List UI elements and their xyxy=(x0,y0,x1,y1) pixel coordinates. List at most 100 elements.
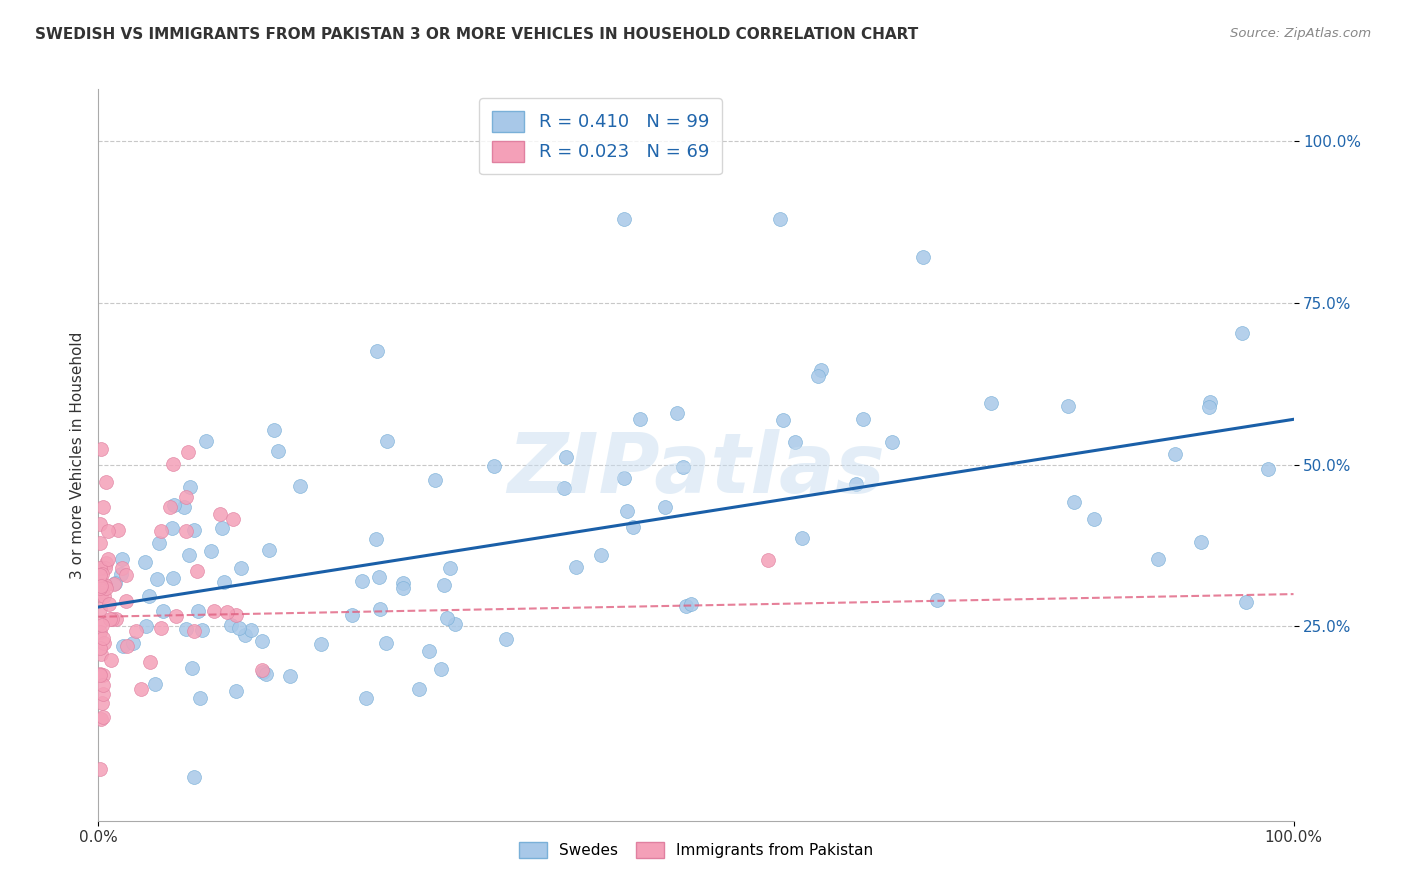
Y-axis label: 3 or more Vehicles in Household: 3 or more Vehicles in Household xyxy=(69,331,84,579)
Point xyxy=(280,669,302,683)
Point xyxy=(621,520,644,534)
Point xyxy=(672,460,695,475)
Point xyxy=(225,608,247,623)
Point xyxy=(1199,395,1222,409)
Point xyxy=(90,567,112,582)
Point xyxy=(654,500,676,515)
Point xyxy=(159,500,181,515)
Point xyxy=(1063,495,1085,509)
Point xyxy=(89,536,111,550)
Legend: Swedes, Immigrants from Pakistan: Swedes, Immigrants from Pakistan xyxy=(513,836,879,864)
Point xyxy=(165,609,187,624)
Point xyxy=(366,532,388,546)
Point xyxy=(844,476,866,491)
Point xyxy=(93,589,115,603)
Point xyxy=(202,604,225,618)
Point xyxy=(94,475,117,489)
Point xyxy=(162,457,184,471)
Point xyxy=(101,612,124,626)
Text: Source: ZipAtlas.com: Source: ZipAtlas.com xyxy=(1230,27,1371,40)
Point xyxy=(554,450,576,465)
Point xyxy=(91,687,114,701)
Point xyxy=(1257,462,1279,476)
Point xyxy=(91,578,114,592)
Point xyxy=(1234,595,1257,609)
Point xyxy=(152,603,174,617)
Point xyxy=(222,512,245,526)
Point xyxy=(183,523,205,537)
Point xyxy=(90,696,112,710)
Point xyxy=(145,572,167,586)
Point xyxy=(100,653,122,667)
Point xyxy=(1164,447,1187,461)
Point xyxy=(148,536,170,550)
Point xyxy=(433,578,456,592)
Point xyxy=(589,548,612,562)
Point xyxy=(392,582,415,596)
Point xyxy=(666,406,689,420)
Point xyxy=(91,618,114,632)
Point xyxy=(139,655,162,669)
Point xyxy=(352,574,374,588)
Point xyxy=(94,556,117,570)
Point xyxy=(187,604,209,618)
Text: SWEDISH VS IMMIGRANTS FROM PAKISTAN 3 OR MORE VEHICLES IN HOUSEHOLD CORRELATION : SWEDISH VS IMMIGRANTS FROM PAKISTAN 3 OR… xyxy=(35,27,918,42)
Point xyxy=(209,507,232,521)
Point xyxy=(89,668,111,682)
Point xyxy=(259,542,281,557)
Point xyxy=(89,625,111,640)
Point xyxy=(439,561,461,575)
Point xyxy=(125,624,148,638)
Point xyxy=(143,677,166,691)
Point xyxy=(1057,400,1080,414)
Point xyxy=(183,771,205,785)
Point xyxy=(115,594,138,608)
Point xyxy=(90,583,112,598)
Point xyxy=(792,531,814,545)
Point xyxy=(191,624,214,638)
Point xyxy=(179,480,201,494)
Point xyxy=(613,471,636,485)
Point xyxy=(443,616,465,631)
Point xyxy=(354,690,377,705)
Point xyxy=(553,481,575,495)
Point xyxy=(675,599,697,613)
Point xyxy=(149,524,172,538)
Point xyxy=(267,444,290,458)
Point xyxy=(135,619,157,633)
Point xyxy=(408,681,430,696)
Point xyxy=(925,593,948,607)
Point xyxy=(177,445,200,459)
Point xyxy=(430,662,453,676)
Point xyxy=(212,574,235,589)
Point xyxy=(89,762,111,776)
Point xyxy=(221,618,243,632)
Point xyxy=(195,434,218,449)
Point xyxy=(229,561,252,575)
Point xyxy=(149,621,172,635)
Point xyxy=(288,479,311,493)
Point xyxy=(94,578,117,592)
Point xyxy=(565,560,588,574)
Point xyxy=(110,566,132,581)
Point xyxy=(225,683,247,698)
Point xyxy=(367,570,389,584)
Point xyxy=(391,575,413,590)
Point xyxy=(90,588,112,602)
Point xyxy=(423,474,446,488)
Point xyxy=(97,524,120,539)
Point xyxy=(186,564,208,578)
Point xyxy=(1083,512,1105,526)
Point xyxy=(91,500,114,514)
Point xyxy=(1189,534,1212,549)
Point xyxy=(436,611,458,625)
Point xyxy=(90,442,112,456)
Point xyxy=(215,605,238,619)
Point xyxy=(309,637,332,651)
Point xyxy=(807,368,830,383)
Point xyxy=(114,568,136,582)
Point xyxy=(174,524,197,539)
Point xyxy=(177,548,200,562)
Point xyxy=(233,628,256,642)
Point xyxy=(93,561,115,575)
